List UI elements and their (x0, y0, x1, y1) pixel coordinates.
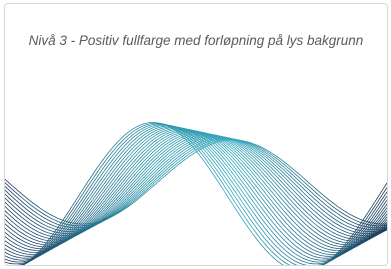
wave-lines (5, 123, 387, 266)
card: Nivå 3 - Positiv fullfarge med forløpnin… (4, 3, 388, 266)
page: Nivå 3 - Positiv fullfarge med forløpnin… (0, 0, 391, 269)
wave-line (5, 130, 387, 250)
card-title: Nivå 3 - Positiv fullfarge med forløpnin… (25, 32, 367, 50)
wave-line (5, 132, 387, 247)
